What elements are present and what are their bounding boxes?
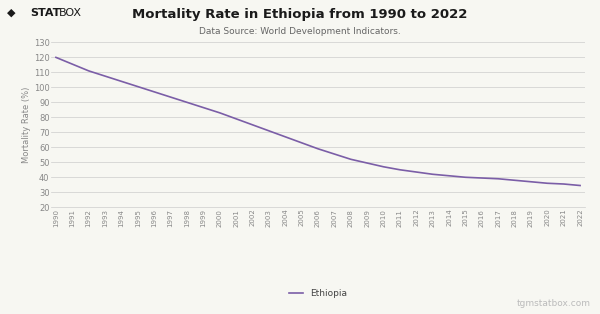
Text: ◆: ◆	[7, 8, 16, 18]
Text: BOX: BOX	[59, 8, 82, 18]
Text: Data Source: World Development Indicators.: Data Source: World Development Indicator…	[199, 27, 401, 36]
Text: tgmstatbox.com: tgmstatbox.com	[517, 299, 591, 308]
Text: STAT: STAT	[30, 8, 61, 18]
Y-axis label: Mortality Rate (%): Mortality Rate (%)	[22, 87, 31, 163]
Legend: Ethiopia: Ethiopia	[286, 285, 350, 302]
Text: Mortality Rate in Ethiopia from 1990 to 2022: Mortality Rate in Ethiopia from 1990 to …	[133, 8, 467, 21]
